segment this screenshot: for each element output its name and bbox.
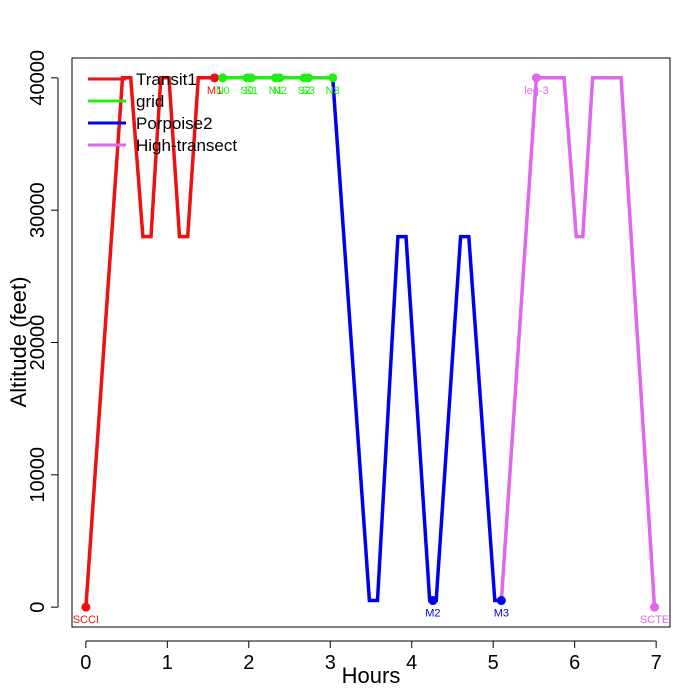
waypoint-marker [303,73,313,83]
series-line-high-transect [499,76,657,608]
waypoint-label: M1 [207,85,222,97]
waypoint-label: S3 [302,85,315,97]
legend-label: High-transect [136,136,237,155]
x-tick-label: 2 [243,652,254,674]
x-tick-label: 4 [406,652,417,674]
legend-label: Transit1 [136,70,197,89]
waypoint-label: N3 [326,85,340,97]
y-axis: 0 10000 20000 30000 40000 [27,50,59,613]
waypoint-marker [81,602,91,612]
series-lines [84,76,657,608]
waypoint-marker [218,73,228,83]
x-axis-label: Hours [342,663,401,688]
y-tick-label: 0 [27,602,49,613]
waypoint-marker [328,73,338,83]
waypoint-label: M2 [425,608,440,620]
x-tick-label: 0 [80,652,91,674]
x-tick-label: 3 [325,652,336,674]
waypoint-marker [428,596,438,606]
waypoint-label: S1 [245,85,258,97]
y-tick-label: 20000 [27,315,49,371]
plot-frame [71,57,671,628]
series-line-porpoise2 [330,77,502,603]
x-tick-label: 1 [162,652,173,674]
waypoint-marker [531,73,541,83]
y-axis-label: Altitude (feet) [6,277,31,408]
waypoint-marker [246,73,256,83]
waypoint-marker [275,73,285,83]
waypoint-label: N2 [273,85,287,97]
x-tick-label: 7 [651,652,662,674]
series-line-transit1 [84,76,215,608]
waypoint-label: M3 [494,608,509,620]
waypoint-label: SCCI [73,614,99,626]
legend-label: grid [136,92,164,111]
waypoint-label: S2 [297,85,310,97]
waypoint-label: S0 [240,85,253,97]
waypoint-marker [650,602,660,612]
legend-label: Porpoise2 [136,114,213,133]
y-tick-label: 40000 [27,50,49,106]
x-axis: 0 1 2 3 4 5 6 7 [80,640,662,674]
y-tick-label: 10000 [27,447,49,503]
waypoint-label: SCTE [640,614,669,626]
x-tick-label: 5 [488,652,499,674]
waypoint-label: leg-3 [524,85,548,97]
waypoint-marker [496,596,506,606]
legend: Transit1 grid Porpoise2 High-transect [88,70,237,155]
waypoint-label: N0 [216,85,230,97]
waypoint-label: N1 [269,85,283,97]
x-tick-label: 6 [569,652,580,674]
y-tick-label: 30000 [27,182,49,238]
waypoint-marker [210,73,220,83]
